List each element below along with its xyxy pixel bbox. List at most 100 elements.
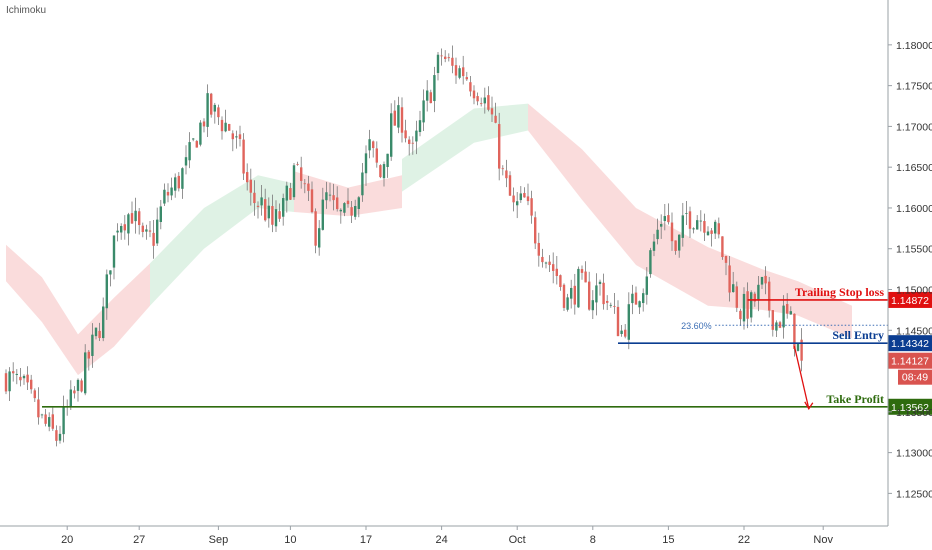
candle-body — [282, 198, 285, 217]
candle — [595, 273, 598, 316]
candle — [548, 255, 551, 273]
candle — [188, 132, 191, 169]
candle — [120, 223, 123, 240]
candle-body — [238, 134, 242, 139]
candle-body — [393, 110, 396, 126]
candle-body — [242, 139, 245, 174]
candle-body — [192, 138, 195, 140]
candle-body — [321, 199, 324, 230]
candle-body — [37, 399, 40, 418]
x-tick-label: 10 — [284, 534, 296, 546]
price-tag-text: 1.13562 — [891, 402, 929, 414]
indicator-label[interactable]: Ichimoku — [6, 5, 47, 16]
candle-body — [703, 221, 706, 233]
candle — [789, 306, 792, 315]
candle-body — [210, 93, 213, 115]
candle — [382, 161, 386, 187]
y-tick-label: 1.18000 — [896, 40, 932, 52]
candle-body — [217, 107, 220, 118]
candle-body — [58, 433, 62, 441]
candle — [685, 201, 688, 225]
candle — [476, 92, 479, 106]
y-tick-label: 1.16000 — [896, 203, 932, 215]
candle-body — [706, 231, 710, 236]
candle-body — [354, 206, 357, 217]
candle — [591, 290, 594, 320]
candle — [580, 265, 584, 280]
candle — [62, 395, 65, 443]
candle — [634, 286, 638, 305]
candle-body — [296, 163, 299, 165]
candle — [220, 116, 224, 140]
candle-body — [112, 235, 116, 268]
candle — [37, 387, 40, 425]
candle-body — [231, 133, 234, 140]
candle — [681, 202, 684, 247]
candle — [526, 183, 530, 206]
candle — [58, 425, 62, 444]
candle — [508, 171, 512, 197]
x-tick-label: Nov — [813, 534, 833, 546]
candle — [271, 194, 274, 233]
candle-body — [667, 215, 670, 223]
candle-body — [260, 197, 263, 206]
candle — [552, 252, 555, 284]
candle — [4, 369, 8, 395]
candle-body — [696, 220, 699, 230]
candle — [472, 85, 476, 105]
candle — [631, 284, 634, 315]
candle — [364, 145, 368, 186]
candle-body — [678, 234, 681, 251]
candle — [285, 181, 288, 213]
candle-body — [674, 240, 677, 251]
candle-body — [300, 167, 303, 181]
candle — [141, 222, 144, 238]
candle — [566, 293, 569, 312]
candle — [264, 188, 267, 222]
candle — [562, 283, 566, 312]
candle-body — [184, 157, 188, 166]
candle — [696, 215, 699, 230]
candle — [570, 279, 573, 309]
candle-body — [400, 107, 404, 133]
candle — [26, 366, 29, 390]
candle — [649, 247, 652, 278]
candle-body — [181, 168, 184, 189]
candle — [145, 224, 148, 240]
candle — [105, 269, 108, 320]
candle — [606, 295, 609, 311]
candle — [274, 200, 278, 232]
candle-body — [307, 183, 310, 191]
candle — [638, 300, 641, 315]
candle-body — [339, 209, 342, 212]
candle-body — [303, 183, 306, 185]
candle — [620, 324, 623, 337]
candle — [598, 279, 602, 296]
candle — [192, 138, 195, 142]
candle — [19, 367, 22, 387]
candle — [447, 53, 450, 62]
candle-body — [271, 206, 274, 225]
candle — [519, 186, 522, 203]
candle — [375, 141, 378, 168]
current-price-tag — [888, 352, 932, 369]
candle-body — [501, 168, 504, 170]
candle — [699, 210, 702, 232]
candle-body — [429, 92, 432, 104]
candle — [688, 206, 692, 238]
candle — [253, 180, 256, 216]
candle-body — [289, 188, 292, 200]
candle-body — [350, 207, 353, 216]
candle — [213, 102, 216, 124]
candle — [242, 133, 245, 180]
candle-body — [408, 139, 411, 144]
candle-body — [584, 271, 587, 283]
candle-body — [130, 213, 134, 224]
candle-body — [735, 286, 738, 308]
candle-body — [102, 306, 105, 339]
candle — [91, 323, 94, 368]
candle — [541, 248, 544, 268]
candle — [415, 120, 418, 155]
candle — [408, 136, 411, 156]
